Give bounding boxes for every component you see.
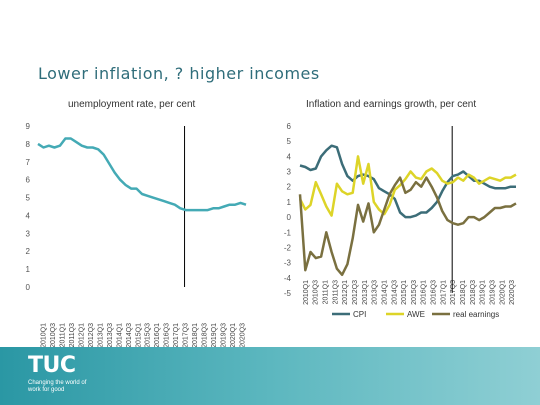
x-tick-label: 2014Q1 — [381, 280, 388, 305]
y-tick-label: -5 — [284, 289, 292, 298]
x-tick-label: 2011Q1 — [60, 323, 67, 347]
y-tick-label: 7 — [26, 158, 31, 167]
slide-title: Lower inflation, ? higher incomes — [38, 64, 320, 83]
x-tick-label: 2018Q3 — [201, 323, 208, 348]
footer-tagline: Changing the world of work for good — [28, 380, 87, 393]
x-tick-label: 2019Q3 — [489, 280, 496, 305]
x-tick-label: 2013Q1 — [362, 280, 369, 305]
x-tick-label: 2017Q3 — [450, 280, 457, 305]
series-line-awe — [298, 155, 517, 217]
x-tick-label: 2015Q1 — [401, 280, 408, 305]
x-tick-label: 2019Q3 — [220, 323, 227, 348]
x-tick-label: 2012Q3 — [88, 323, 95, 348]
y-tick-label: 3 — [287, 168, 292, 177]
x-tick-label: 2012Q1 — [79, 323, 86, 348]
y-tick-label: 5 — [287, 137, 292, 146]
x-tick-label: 2020Q1 — [230, 323, 237, 348]
x-tick-label: 2015Q3 — [411, 280, 418, 305]
legend-label: AWE — [407, 310, 425, 319]
y-tick-label: 6 — [287, 122, 292, 131]
x-tick-label: 2016Q1 — [154, 323, 161, 348]
x-tick-label: 2017Q1 — [440, 280, 447, 305]
y-tick-label: 0 — [287, 213, 292, 222]
x-tick-label: 2018Q1 — [460, 280, 467, 305]
x-tick-label: 2012Q3 — [352, 280, 359, 305]
y-tick-label: 3 — [26, 229, 31, 238]
x-tick-label: 2019Q1 — [211, 323, 218, 348]
y-tick-label: 2 — [26, 247, 31, 256]
y-tick-label: 4 — [26, 211, 31, 220]
y-tick-label: 9 — [26, 122, 31, 131]
x-tick-label: 2015Q1 — [135, 323, 142, 348]
x-tick-label: 2020Q3 — [509, 280, 516, 305]
x-tick-label: 2010Q1 — [41, 323, 48, 348]
x-tick-label: 2015Q3 — [145, 323, 152, 348]
x-tick-label: 2014Q1 — [116, 323, 123, 348]
x-tick-label: 2010Q3 — [50, 323, 57, 348]
y-tick-label: -4 — [284, 274, 292, 283]
tuc-logo: TUC — [28, 353, 76, 378]
y-tick-label: -2 — [284, 243, 292, 252]
inflation-chart-title: Inflation and earnings growth, per cent — [306, 99, 477, 110]
series-line-cpi — [299, 144, 516, 219]
x-tick-label: 2018Q1 — [192, 323, 199, 348]
y-tick-label: 1 — [26, 265, 31, 274]
x-tick-label: 2014Q3 — [126, 323, 133, 348]
y-tick-label: 2 — [287, 183, 292, 192]
y-tick-label: -3 — [284, 259, 292, 268]
x-tick-label: 2010Q3 — [313, 280, 320, 305]
x-tick-label: 2020Q1 — [499, 280, 506, 305]
y-tick-label: -1 — [284, 228, 292, 237]
x-tick-label: 2012Q1 — [342, 280, 349, 305]
x-tick-label: 2011Q1 — [323, 280, 330, 304]
footer-banner — [0, 347, 540, 405]
x-tick-label: 2011Q3 — [69, 323, 76, 347]
x-tick-label: 2017Q1 — [173, 323, 180, 348]
x-tick-label: 2013Q3 — [107, 323, 114, 348]
x-tick-label: 2013Q1 — [97, 323, 104, 348]
x-tick-label: 2018Q3 — [470, 280, 477, 305]
y-tick-label: 6 — [26, 176, 31, 185]
x-tick-label: 2019Q1 — [480, 280, 487, 305]
x-tick-label: 2016Q1 — [421, 280, 428, 305]
legend-label: CPI — [353, 310, 366, 319]
y-tick-label: 1 — [287, 198, 292, 207]
y-tick-label: 5 — [26, 194, 31, 203]
y-tick-label: 8 — [26, 140, 31, 149]
x-tick-label: 2020Q3 — [239, 323, 246, 348]
x-tick-label: 2017Q3 — [183, 323, 190, 348]
y-tick-label: 0 — [26, 283, 31, 292]
x-tick-label: 2013Q3 — [372, 280, 379, 305]
x-tick-label: 2010Q1 — [303, 280, 310, 305]
y-tick-label: 4 — [287, 152, 292, 161]
x-tick-label: 2011Q3 — [332, 280, 339, 304]
series-line — [37, 137, 247, 212]
unemployment-chart-title: unemployment rate, per cent — [68, 99, 196, 110]
x-tick-label: 2016Q3 — [164, 323, 171, 348]
series-line-real-earnings — [298, 176, 517, 277]
x-tick-label: 2016Q3 — [431, 280, 438, 305]
x-tick-label: 2014Q3 — [391, 280, 398, 305]
legend-label: real earnings — [453, 310, 499, 319]
